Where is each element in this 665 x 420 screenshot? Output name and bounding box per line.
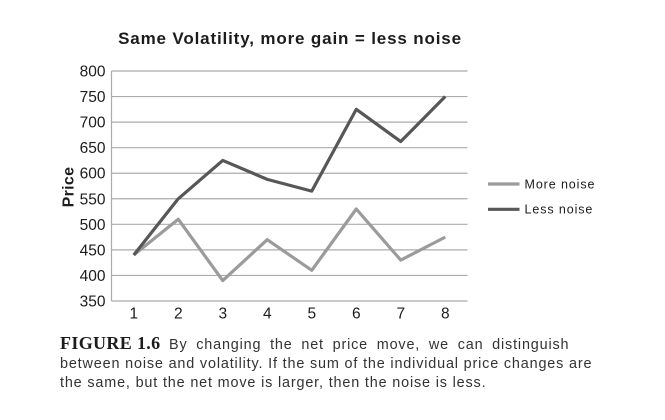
svg-text:700: 700: [80, 115, 106, 132]
svg-text:800: 800: [80, 64, 106, 81]
svg-text:8: 8: [441, 306, 450, 323]
svg-text:Less noise: Less noise: [525, 203, 594, 217]
svg-text:750: 750: [80, 89, 106, 106]
svg-text:7: 7: [396, 306, 405, 323]
svg-text:400: 400: [80, 268, 106, 285]
svg-text:2: 2: [174, 306, 183, 323]
svg-text:3: 3: [218, 306, 227, 323]
svg-text:5: 5: [307, 306, 316, 323]
svg-text:550: 550: [80, 191, 106, 208]
svg-text:600: 600: [80, 166, 106, 183]
svg-text:Price: Price: [60, 167, 77, 208]
svg-text:4: 4: [263, 306, 272, 323]
svg-text:Same Volatility, more gain = l: Same Volatility, more gain = less noise: [118, 29, 462, 48]
svg-text:6: 6: [352, 306, 361, 323]
svg-text:More noise: More noise: [525, 177, 596, 191]
svg-text:500: 500: [80, 217, 106, 234]
svg-text:650: 650: [80, 140, 106, 157]
svg-text:1: 1: [129, 306, 138, 323]
svg-text:450: 450: [80, 242, 106, 259]
svg-text:350: 350: [80, 294, 106, 311]
